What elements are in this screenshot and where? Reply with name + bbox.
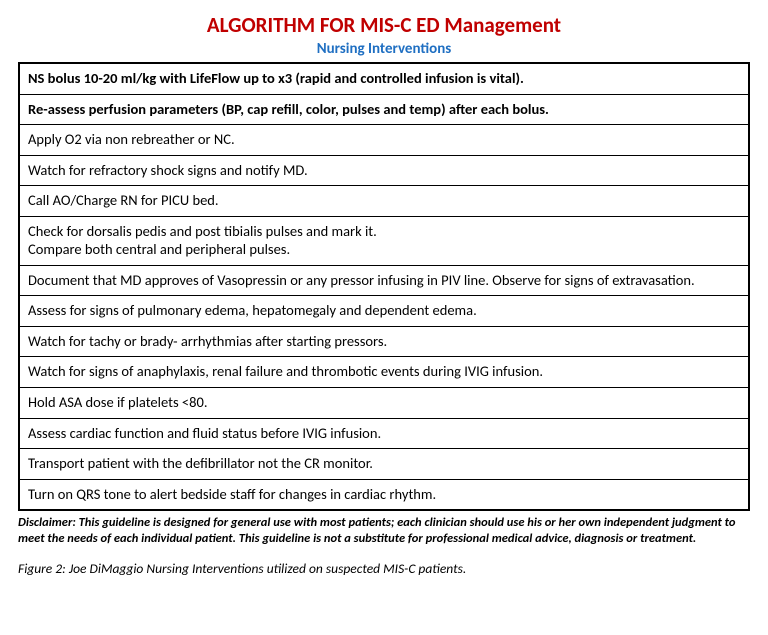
table-cell: Transport patient with the defibrillator…	[19, 449, 749, 480]
interventions-table: NS bolus 10-20 ml/kg with LifeFlow up to…	[18, 62, 750, 511]
table-cell: Assess cardiac function and fluid status…	[19, 418, 749, 449]
table-row: Check for dorsalis pedis and post tibial…	[19, 216, 749, 265]
table-row: Watch for tachy or brady- arrhythmias af…	[19, 326, 749, 357]
table-row: Re-assess perfusion parameters (BP, cap …	[19, 94, 749, 125]
disclaimer-text: Disclaimer: This guideline is designed f…	[18, 515, 750, 546]
table-cell: NS bolus 10-20 ml/kg with LifeFlow up to…	[19, 63, 749, 94]
table-cell: Turn on QRS tone to alert bedside staff …	[19, 479, 749, 510]
table-cell: Re-assess perfusion parameters (BP, cap …	[19, 94, 749, 125]
table-cell: Watch for tachy or brady- arrhythmias af…	[19, 326, 749, 357]
interventions-tbody: NS bolus 10-20 ml/kg with LifeFlow up to…	[19, 63, 749, 510]
table-row: Hold ASA dose if platelets <80.	[19, 388, 749, 419]
table-row: Turn on QRS tone to alert bedside staff …	[19, 479, 749, 510]
table-cell: Document that MD approves of Vasopressin…	[19, 265, 749, 296]
table-row: Call AO/Charge RN for PICU bed.	[19, 186, 749, 217]
table-cell: Hold ASA dose if platelets <80.	[19, 388, 749, 419]
page-subtitle: Nursing Interventions	[18, 40, 750, 58]
table-row: Watch for signs of anaphylaxis, renal fa…	[19, 357, 749, 388]
page-title: ALGORITHM FOR MIS-C ED Management	[18, 12, 750, 38]
table-cell: Apply O2 via non rebreather or NC.	[19, 125, 749, 156]
table-row: Transport patient with the defibrillator…	[19, 449, 749, 480]
table-cell: Watch for refractory shock signs and not…	[19, 155, 749, 186]
table-cell: Assess for signs of pulmonary edema, hep…	[19, 296, 749, 327]
table-row: Apply O2 via non rebreather or NC.	[19, 125, 749, 156]
figure-caption: Figure 2: Joe DiMaggio Nursing Intervent…	[18, 560, 750, 577]
table-cell: Watch for signs of anaphylaxis, renal fa…	[19, 357, 749, 388]
table-cell: Call AO/Charge RN for PICU bed.	[19, 186, 749, 217]
table-cell: Check for dorsalis pedis and post tibial…	[19, 216, 749, 265]
table-row: Watch for refractory shock signs and not…	[19, 155, 749, 186]
table-row: NS bolus 10-20 ml/kg with LifeFlow up to…	[19, 63, 749, 94]
table-row: Assess cardiac function and fluid status…	[19, 418, 749, 449]
table-row: Assess for signs of pulmonary edema, hep…	[19, 296, 749, 327]
table-row: Document that MD approves of Vasopressin…	[19, 265, 749, 296]
